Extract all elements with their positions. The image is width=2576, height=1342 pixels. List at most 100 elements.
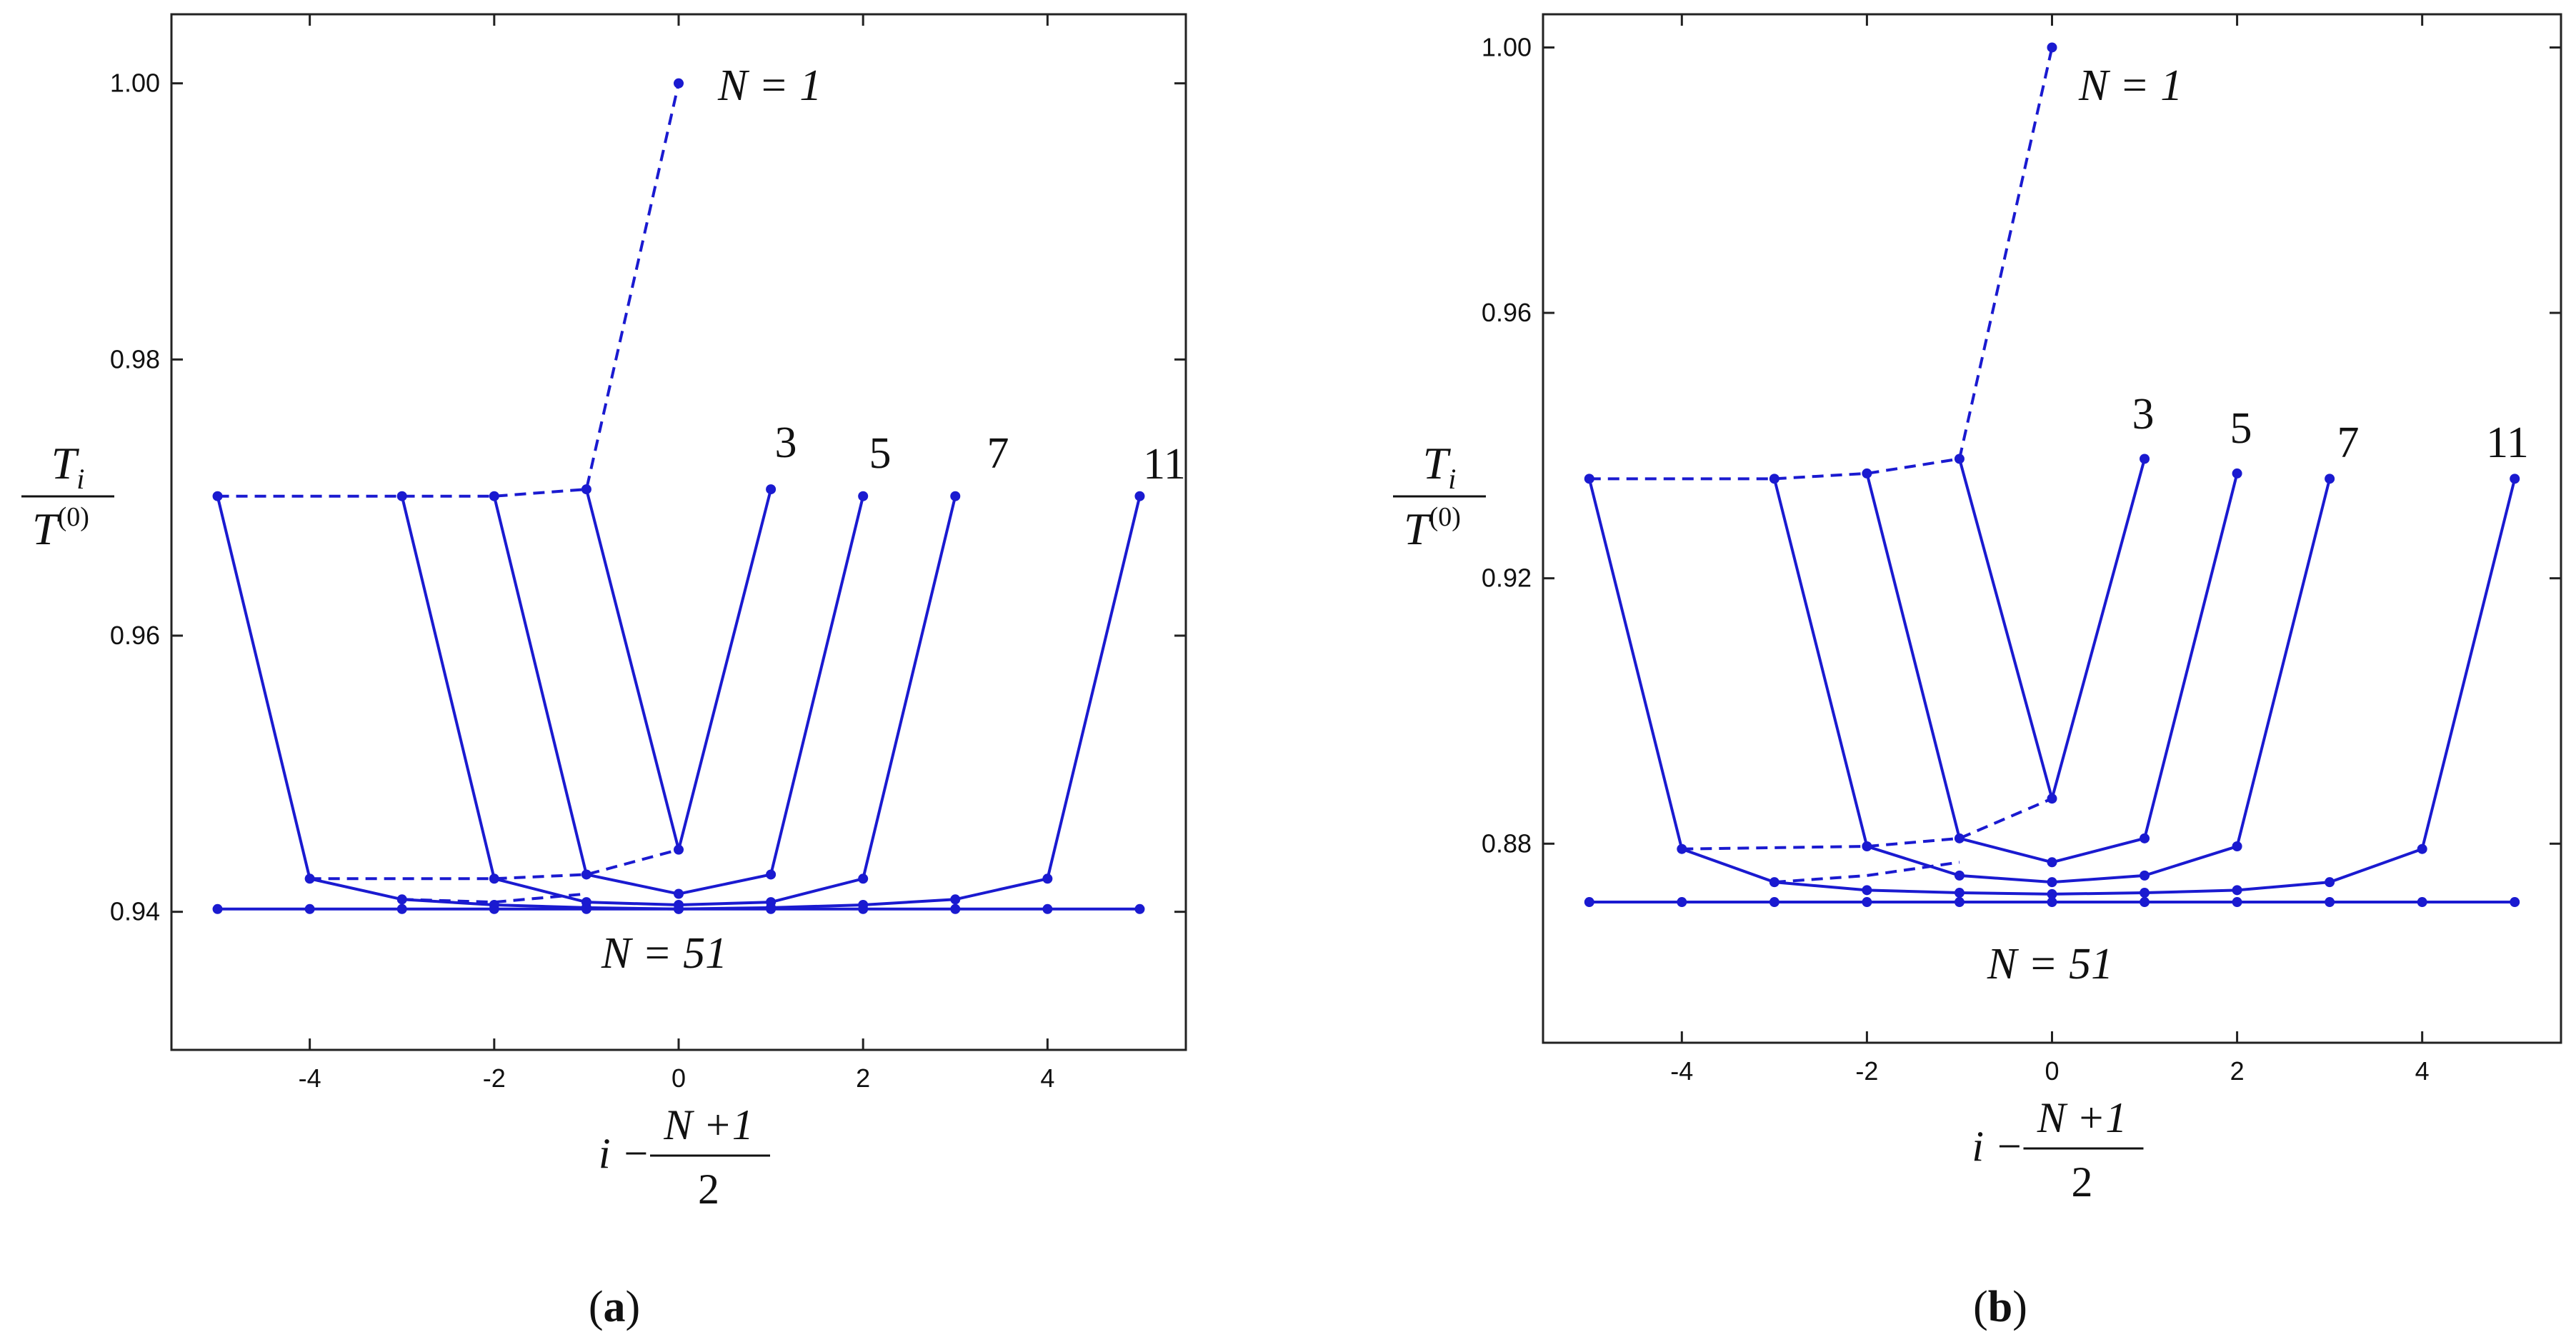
data-point [2232, 468, 2242, 479]
data-point [2510, 474, 2520, 484]
data-point [2232, 841, 2242, 852]
data-point [766, 484, 777, 495]
annotation-n1: N = 1 [717, 61, 822, 110]
data-point [1862, 885, 1872, 896]
y-axis-label-denominator: T(0) [1404, 502, 1461, 554]
data-point [1584, 897, 1594, 908]
panel-label-open: ( [1973, 1283, 1988, 1331]
y-tick-label: 0.96 [1482, 298, 1532, 327]
data-point [304, 903, 315, 914]
data-point [2140, 888, 2150, 898]
series-line [1587, 478, 2517, 896]
x-axis-label-denominator: 2 [698, 1166, 719, 1213]
data-point [489, 903, 499, 914]
data-point [674, 888, 684, 899]
x-tick-label: 0 [2045, 1056, 2059, 1086]
data-point [2047, 857, 2057, 868]
data-point [674, 903, 684, 914]
y-axis-label-denominator-main: T [1404, 504, 1432, 554]
data-point [2325, 474, 2335, 484]
data-point [1677, 843, 1687, 854]
dashed-series-line [401, 892, 587, 904]
data-point [489, 873, 499, 884]
data-point [2047, 793, 2057, 804]
x-tick-label: -2 [483, 1063, 506, 1093]
data-point [766, 897, 777, 908]
y-axis-label-numerator: Ti [1423, 438, 1457, 495]
x-tick-label: 4 [1040, 1063, 1054, 1093]
data-point [2232, 897, 2242, 908]
panel-label-close: ) [2012, 1283, 2027, 1331]
annotation-n5: 5 [2230, 404, 2252, 453]
x-tick-label: 2 [856, 1063, 870, 1093]
x-tick-label: -4 [1670, 1056, 1693, 1086]
panel-label: (a) [589, 1283, 640, 1331]
data-point [674, 844, 684, 855]
data-point [2232, 885, 2242, 896]
data-point [1862, 897, 1872, 908]
data-point [489, 491, 499, 501]
data-point [2047, 897, 2057, 908]
data-point [1042, 903, 1053, 914]
data-point [950, 491, 961, 501]
data-point [674, 78, 684, 89]
data-point [2140, 897, 2150, 908]
annotation-n1: N = 1 [2078, 61, 2182, 110]
series-line [1958, 458, 2146, 804]
data-point [581, 484, 591, 495]
panel-label-letter: b [1988, 1283, 2012, 1331]
y-axis-label-numerator-main: T [1423, 438, 1452, 489]
x-axis-label-lead: i − [599, 1130, 650, 1177]
data-point [1134, 903, 1145, 914]
y-axis-label-numerator-sub: i [76, 463, 84, 495]
data-point [1862, 841, 1872, 852]
dashed-series-line [217, 83, 680, 498]
y-axis-label-denominator-sup: (0) [1429, 502, 1461, 532]
data-point [858, 873, 869, 884]
annotation-n3: 3 [2132, 390, 2155, 439]
annotation-n11: 11 [2486, 419, 2529, 467]
data-point [1954, 833, 1965, 843]
data-point [1954, 870, 1965, 881]
panel-label-close: ) [626, 1283, 641, 1331]
dashed-series-line [1774, 861, 1960, 884]
dashed-series-line [1682, 797, 2053, 851]
y-tick-label: 0.94 [110, 897, 160, 926]
data-point [1677, 897, 1687, 908]
data-point [396, 894, 407, 905]
data-point [2140, 454, 2150, 464]
data-point [766, 903, 777, 914]
data-point [2325, 877, 2335, 888]
data-point [2417, 843, 2427, 854]
annotation-n5: 5 [869, 429, 892, 478]
annotation-n51: N = 51 [601, 929, 727, 978]
plot-frame [1542, 13, 2562, 1044]
data-point [581, 903, 591, 914]
x-axis-label-numerator: N +1 [663, 1101, 754, 1148]
series-line [400, 496, 957, 907]
panel-label-letter: a [604, 1283, 626, 1331]
data-point [950, 903, 961, 914]
x-tick-label: 2 [2230, 1056, 2245, 1086]
data-point [2417, 897, 2427, 908]
x-tick-label: 4 [2415, 1056, 2430, 1086]
y-tick-label: 0.88 [1482, 828, 1532, 858]
data-point [2510, 897, 2520, 908]
y-tick-label: 1.00 [110, 69, 160, 98]
x-axis-label-lead: i − [1972, 1123, 2023, 1170]
series-line [492, 496, 865, 896]
panel-label-open: ( [589, 1283, 604, 1331]
annotation-n7: 7 [2337, 419, 2360, 467]
annotation-n11: 11 [1143, 440, 1186, 489]
panel-label: (b) [1973, 1283, 2027, 1331]
y-axis-label-numerator: Ti [51, 438, 85, 495]
y-tick-label: 0.96 [110, 621, 160, 650]
data-point [2140, 870, 2150, 881]
data-point [212, 491, 223, 501]
data-point [2140, 833, 2150, 843]
data-point [1769, 897, 1779, 908]
data-point [581, 897, 591, 908]
data-point [1954, 888, 1965, 898]
y-axis-label-denominator-main: T [32, 504, 61, 554]
